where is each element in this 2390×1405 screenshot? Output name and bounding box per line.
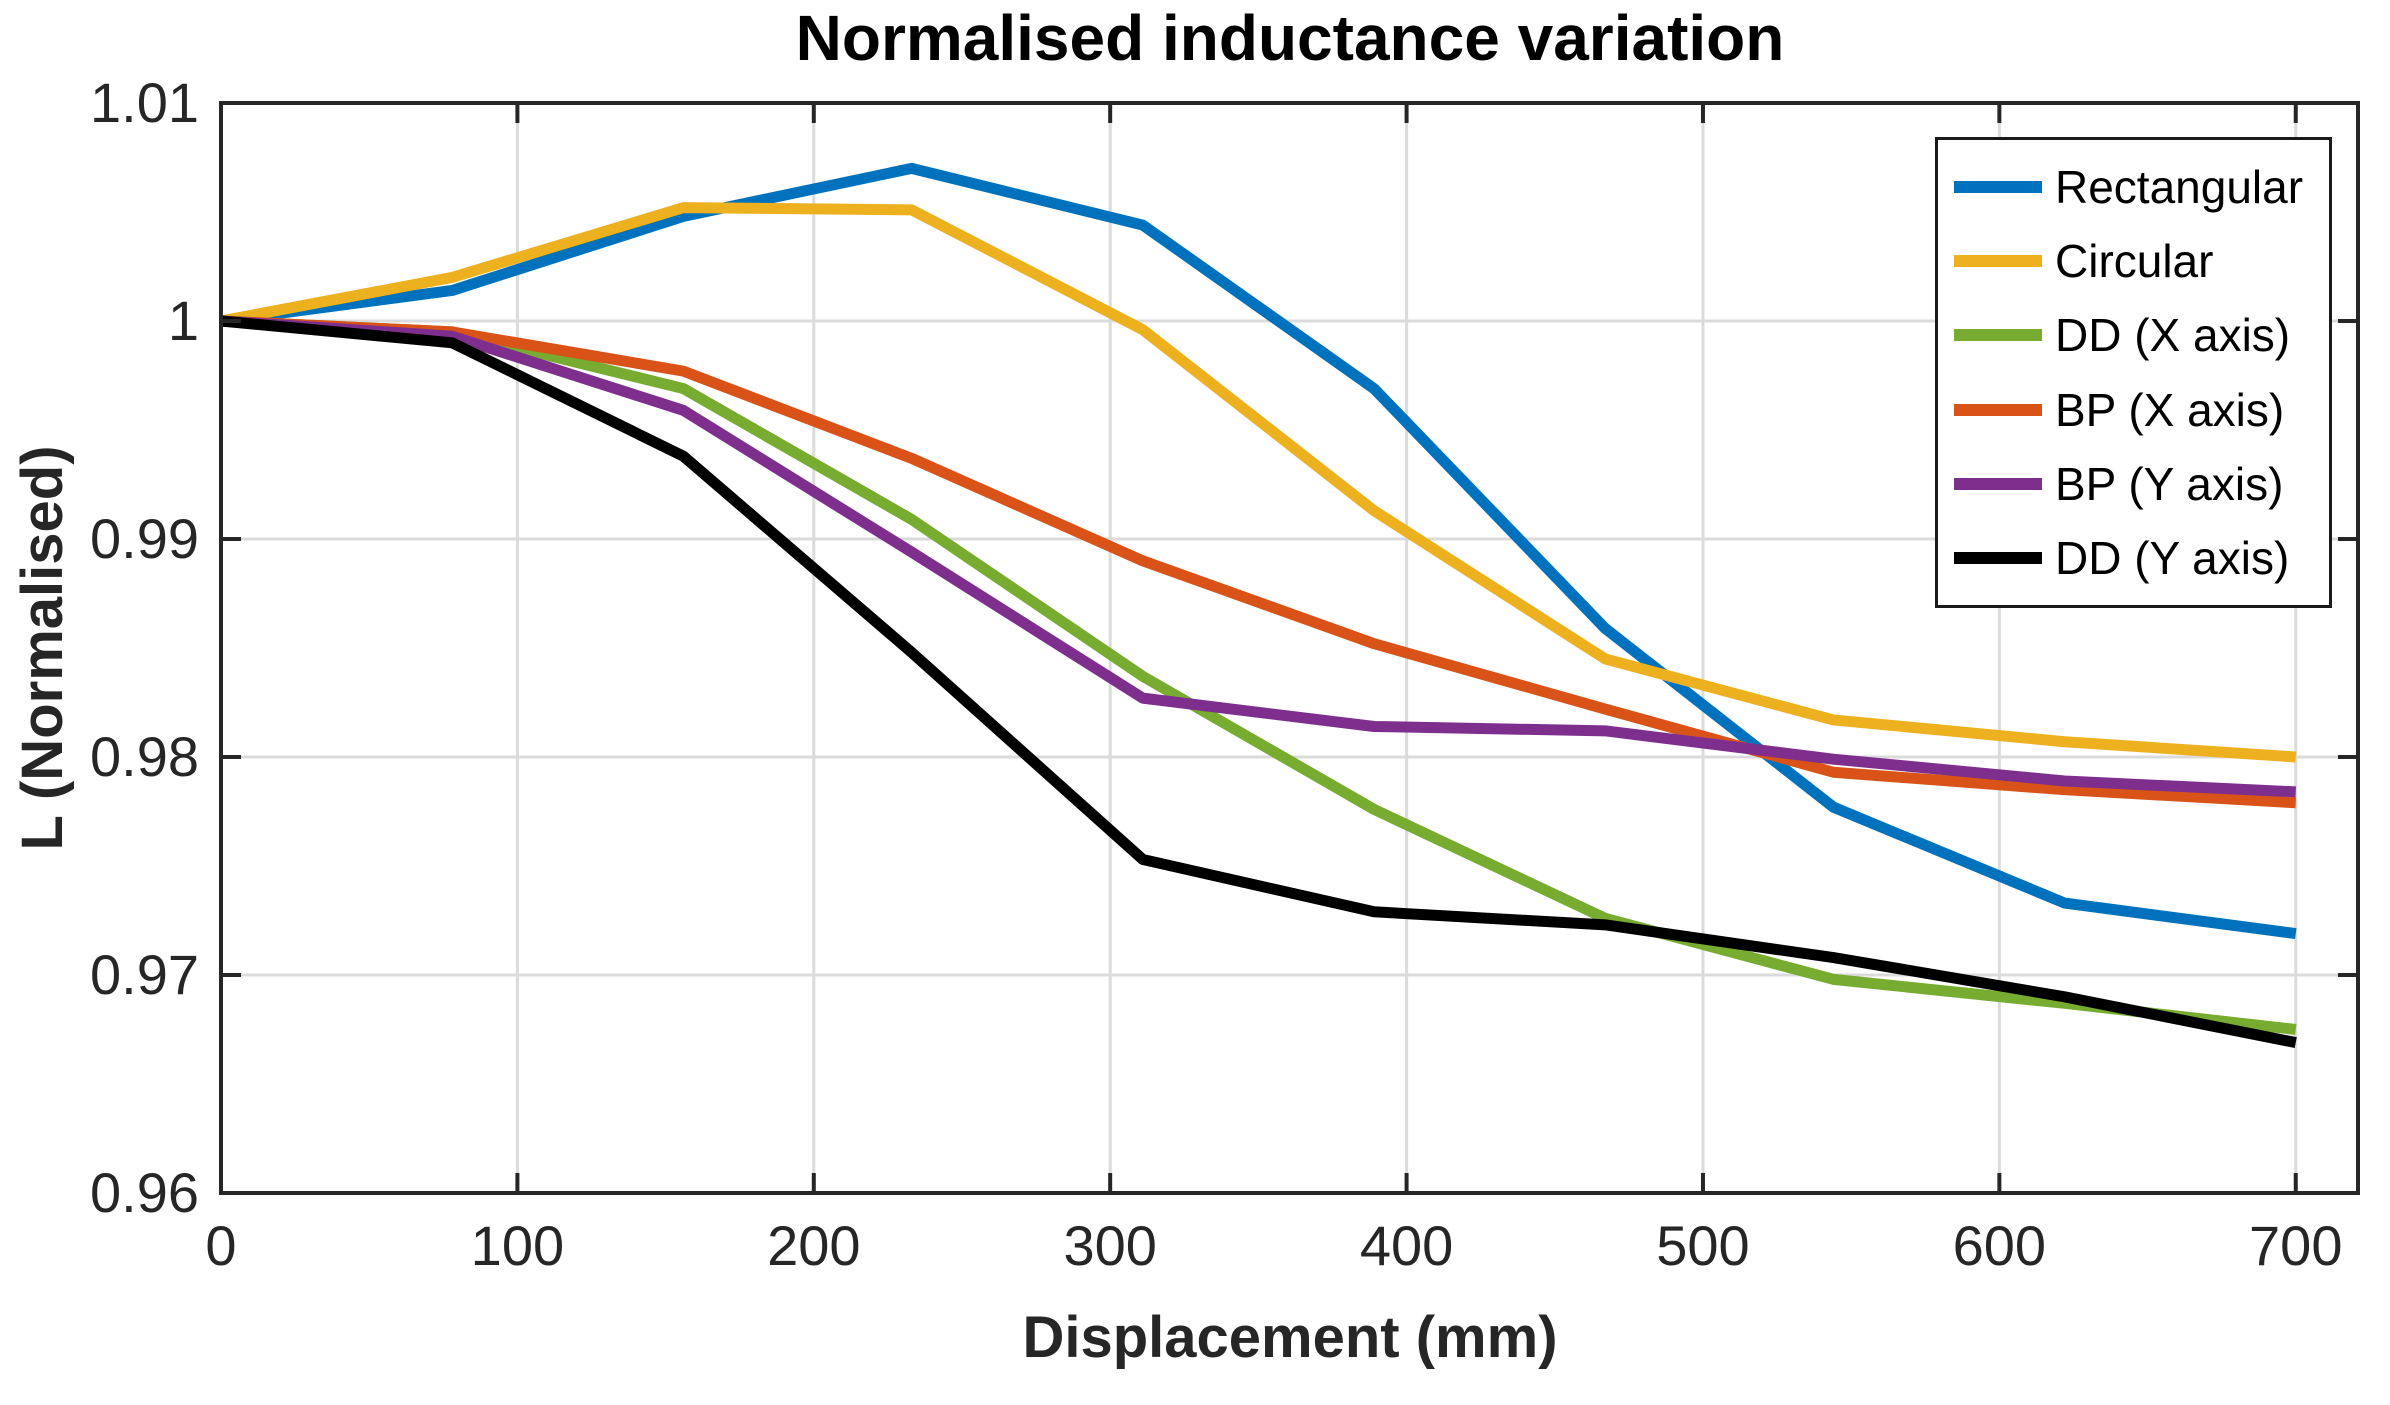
x-tick-label: 500 [1656,1214,1749,1277]
y-tick-label: 1 [168,289,199,352]
legend-swatch [1954,181,2042,194]
axes-frame [219,101,2360,1195]
legend-label: Rectangular [2055,161,2304,214]
legend-swatch [1954,329,2042,342]
y-tick-label: 0.97 [90,943,199,1006]
y-tick-label: 1.01 [90,71,199,134]
legend-item-dd-y-axis: DD (Y axis) [1938,523,2329,593]
axes-frame-layer [219,101,2360,1195]
legend-swatch [1954,551,2042,564]
legend-label: DD (X axis) [2055,309,2291,362]
series-line-dd-x-axis [220,315,2297,1035]
chart-title: Normalised inductance variation [796,2,1785,74]
legend-label: DD (Y axis) [2055,531,2290,584]
series-line-bp-x-axis [220,315,2297,809]
legend-item-rectangular: Rectangular [1938,152,2329,222]
legend-item-dd-x-axis: DD (X axis) [1938,300,2329,370]
series-line-bp-y-axis [220,315,2297,798]
legend-swatch [1954,255,2042,268]
x-tick-label: 600 [1953,1214,2046,1277]
x-tick-label: 200 [767,1214,860,1277]
x-tick-label: 0 [205,1214,236,1277]
series-layer [219,162,2297,1048]
legend-swatch [1954,477,2042,490]
legend-label: BP (Y axis) [2055,457,2284,510]
series-line-dd-y-axis [220,315,2297,1048]
y-tick-label: 0.96 [90,1161,199,1224]
legend-label: Circular [2055,235,2214,288]
x-tick-label: 400 [1360,1214,1453,1277]
legend-label: BP (X axis) [2055,383,2285,436]
legend: Rectangular Circular DD (X axis) BP (X axis… [1935,137,2332,608]
y-axis-label: L (Normalised) [10,445,75,850]
tick-label-layer: 0 100 200 300 400 500 600 700 0.96 0.97 0.98 0.99 1 1… [90,71,2342,1277]
y-tick-label: 0.98 [90,725,199,788]
x-tick-label: 300 [1063,1214,1156,1277]
series-line-circular [219,202,2297,763]
legend-item-bp-x-axis: BP (X axis) [1938,375,2329,445]
legend-swatch [1954,403,2042,416]
x-axis-label: Displacement (mm) [1022,1305,1557,1370]
x-tick-label: 100 [471,1214,564,1277]
legend-item-circular: Circular [1938,226,2329,296]
series-line-rectangular [220,162,2297,940]
legend-item-bp-y-axis: BP (Y axis) [1938,449,2329,519]
x-tick-label: 700 [2249,1214,2342,1277]
y-tick-label: 0.99 [90,507,199,570]
